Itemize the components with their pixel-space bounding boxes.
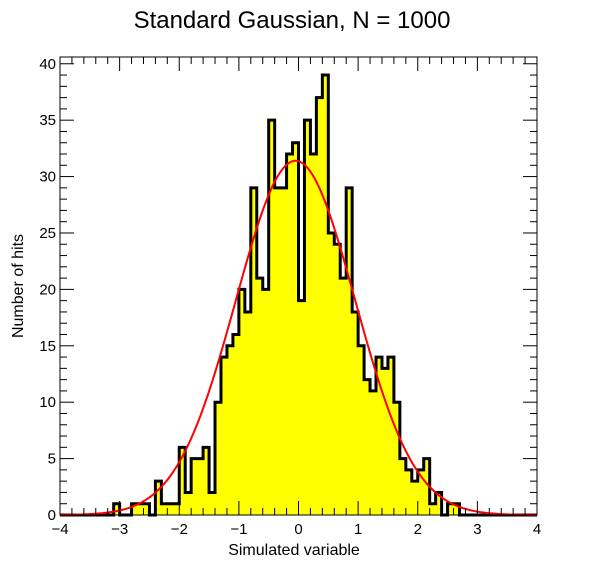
histogram-bar <box>322 75 329 516</box>
gaussian-fit-curve <box>59 159 538 516</box>
histogram-bar <box>381 368 389 515</box>
histogram-bar <box>131 503 138 515</box>
y-tick-label: 20 <box>39 281 56 298</box>
histogram-bar <box>405 469 413 515</box>
histogram-bar <box>262 289 270 515</box>
x-tick-label: −3 <box>111 521 128 538</box>
y-tick-label: 40 <box>39 56 56 73</box>
histogram-bar <box>220 357 228 515</box>
histogram-bar <box>310 154 317 516</box>
histogram-bar <box>215 402 222 515</box>
histogram-outline <box>60 73 537 517</box>
histogram-bar <box>387 357 395 515</box>
histogram-bar <box>256 278 264 515</box>
histogram-bar <box>298 300 305 515</box>
x-tick-label: −1 <box>230 521 247 538</box>
x-tick-label: 3 <box>473 521 481 538</box>
histogram-bar <box>346 187 353 515</box>
y-tick-label: 10 <box>39 394 56 411</box>
histogram-bar <box>244 311 252 515</box>
histogram-bar <box>304 120 311 515</box>
y-tick-label: 15 <box>39 338 56 355</box>
histogram-bar <box>167 503 174 515</box>
histogram-bar <box>286 154 293 516</box>
y-tick-label: 35 <box>39 112 56 129</box>
histogram-bar <box>113 503 121 515</box>
histogram-bar <box>399 458 407 515</box>
histogram-bar <box>328 232 335 516</box>
histogram-bar <box>429 503 437 515</box>
histogram-bar <box>143 503 150 515</box>
y-axis-label: Number of hits <box>10 234 27 338</box>
histogram-bar <box>447 503 454 515</box>
x-axis: −4 −3 −2 −1 0 1 2 3 4 <box>51 57 541 538</box>
histogram-bar <box>250 187 258 515</box>
histogram-bar <box>238 289 246 515</box>
histogram-bar <box>316 97 323 515</box>
histogram-bar <box>364 379 371 515</box>
histogram-fill <box>113 75 460 516</box>
histogram-bar <box>232 334 240 515</box>
histogram-bar <box>370 390 377 515</box>
histogram-bar <box>226 345 234 515</box>
chart-title: Standard Gaussian, N = 1000 <box>134 7 451 34</box>
histogram-bar <box>423 458 431 515</box>
histogram-bar <box>280 187 287 515</box>
histogram-bar <box>268 120 276 515</box>
x-tick-label: 1 <box>354 521 362 538</box>
histogram-bar <box>203 447 210 515</box>
y-axis: 0 5 10 15 20 25 30 35 40 <box>39 56 537 524</box>
x-tick-label: 4 <box>533 521 541 538</box>
histogram-bar <box>358 345 365 515</box>
histogram-bar <box>417 469 425 515</box>
x-axis-label: Simulated variable <box>228 542 360 559</box>
y-tick-label: 5 <box>48 451 56 468</box>
histogram-bar <box>274 187 282 515</box>
histogram-bar <box>155 481 162 515</box>
x-tick-label: −2 <box>171 521 188 538</box>
histogram-bar <box>161 503 168 515</box>
histogram-bar <box>197 458 204 515</box>
histogram-bar <box>173 503 180 515</box>
histogram-bar <box>393 402 401 515</box>
histogram-bar <box>292 142 299 515</box>
x-tick-label: −4 <box>51 521 68 538</box>
histogram-bar <box>179 447 186 515</box>
y-tick-label: 30 <box>39 169 56 186</box>
histogram-bar <box>209 492 216 515</box>
y-tick-label: 0 <box>48 507 56 524</box>
x-tick-label: 2 <box>414 521 422 538</box>
histogram-bar <box>411 481 419 515</box>
histogram-bar <box>435 492 442 515</box>
x-tick-label: 0 <box>294 521 302 538</box>
histogram-bar <box>191 458 198 515</box>
histogram-bar <box>334 244 341 515</box>
histogram-bar <box>340 278 347 515</box>
histogram-bar <box>376 357 383 515</box>
histogram-bar <box>352 311 359 515</box>
histogram-bar <box>185 492 192 515</box>
histogram-bar <box>137 503 144 515</box>
y-tick-label: 25 <box>39 225 56 242</box>
histogram-bar <box>453 503 460 515</box>
